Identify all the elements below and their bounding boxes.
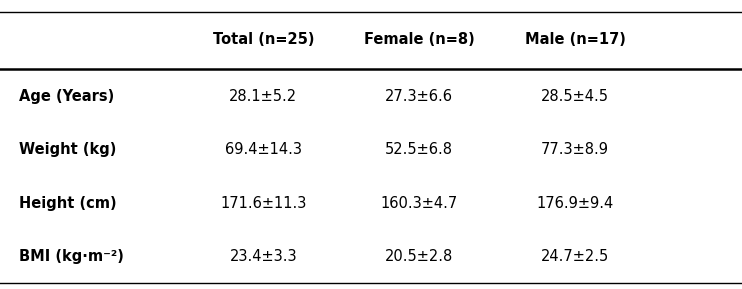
Text: 171.6±11.3: 171.6±11.3	[220, 196, 306, 210]
Text: 69.4±14.3: 69.4±14.3	[225, 142, 302, 157]
Text: 160.3±4.7: 160.3±4.7	[381, 196, 458, 210]
Text: 24.7±2.5: 24.7±2.5	[541, 249, 609, 264]
Text: 27.3±6.6: 27.3±6.6	[385, 89, 453, 103]
Text: Total (n=25): Total (n=25)	[213, 32, 314, 47]
Text: Male (n=17): Male (n=17)	[525, 32, 626, 47]
Text: 28.1±5.2: 28.1±5.2	[229, 89, 298, 103]
Text: 176.9±9.4: 176.9±9.4	[536, 196, 614, 210]
Text: BMI (kg·m⁻²): BMI (kg·m⁻²)	[19, 249, 123, 264]
Text: Age (Years): Age (Years)	[19, 89, 114, 103]
Text: Female (n=8): Female (n=8)	[364, 32, 475, 47]
Text: Height (cm): Height (cm)	[19, 196, 116, 210]
Text: 28.5±4.5: 28.5±4.5	[541, 89, 609, 103]
Text: Weight (kg): Weight (kg)	[19, 142, 116, 157]
Text: 52.5±6.8: 52.5±6.8	[385, 142, 453, 157]
Text: 77.3±8.9: 77.3±8.9	[541, 142, 609, 157]
Text: 23.4±3.3: 23.4±3.3	[229, 249, 298, 264]
Text: 20.5±2.8: 20.5±2.8	[385, 249, 453, 264]
